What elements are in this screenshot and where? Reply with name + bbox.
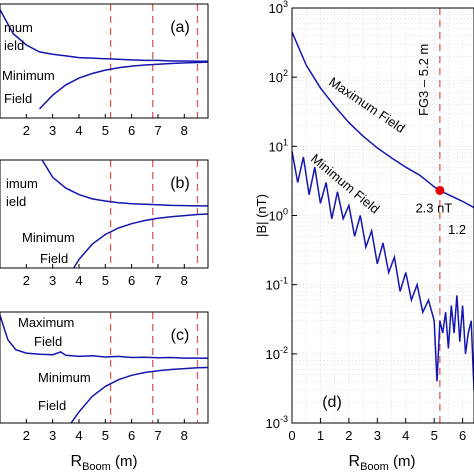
x-tick-label: 0 [288,428,295,443]
x-tick-label: 2 [23,273,30,288]
curve-annotation: Minimum [38,370,91,385]
plot-frame [0,311,209,424]
x-tick-label: 3 [49,273,56,288]
curve-annotation: Field [40,251,68,266]
curve-annotation: Minimum [2,68,55,83]
series-line [0,9,208,63]
series-line [38,61,208,110]
x-tick-label: 6 [128,123,135,138]
x-axis-label: RBoom (m) [349,453,416,473]
curve-annotation: Minimum [22,230,75,245]
plot-frame [0,3,209,119]
x-tick-label: 3 [49,428,56,443]
x-tick-label: 7 [154,428,161,443]
y-tick-label: 10-2 [266,345,288,362]
y-tick-label: 102 [269,68,288,85]
y-tick-label: 10-1 [266,276,288,293]
x-tick-label: 8 [181,273,188,288]
plot-area [0,315,208,423]
series-line [292,31,474,209]
x-tick-label: 1 [317,428,324,443]
curve-annotation: Field [34,334,62,349]
x-tick-label: 4 [75,273,82,288]
x-axis-label: RBoom (m) [71,453,138,473]
x-tick-label: 6 [128,428,135,443]
y-tick-label: 101 [269,137,288,154]
plot-area [41,160,208,268]
highlight-marker [435,185,445,195]
y-tick-label: 100 [269,207,288,224]
x-tick-label: 5 [102,123,109,138]
x-tick-label: 7 [154,273,161,288]
panel-a: 2 3 4 5 6 7 8 (a) mum ield Minimum Field [0,3,209,138]
x-tick-label: 5 [102,428,109,443]
marker-label: 2.3 nT [415,200,452,215]
x-tick-label: 3 [49,123,56,138]
curve-annotation: Maximum [18,315,74,330]
curve-annotation: imum [6,176,38,191]
panel-label: (d) [322,394,342,411]
x-tick-label: 4 [402,428,409,443]
x-tick-label: 2 [345,428,352,443]
x-tick-label: 2 [23,123,30,138]
y-tick-label: 103 [269,0,288,16]
panel-b: 2 3 4 5 6 7 8 (b) imum ield Minimum Field [0,159,209,288]
curve-annotation: 1.2 [448,222,466,237]
series-line [70,366,208,423]
plot-area [292,31,474,391]
y-axis-label: |B| (nT) [254,194,269,237]
y-tick-label: 10-3 [266,414,288,431]
plot-frame [0,159,209,269]
x-tick-label: 4 [75,428,82,443]
panel-c: 2 3 4 5 6 7 8 (c) Maximum Field Minimum Field RBoom … [0,311,209,473]
series-line [292,151,474,391]
x-tick-label: 5 [102,273,109,288]
series-line [41,160,208,207]
panel-label: (b) [170,175,190,192]
curve-annotation: Minimum Field [308,151,382,217]
curve-annotation: ield [6,194,26,209]
x-tick-label: 2 [23,428,30,443]
curve-annotation: ield [4,38,24,53]
x-tick-label: 6 [459,428,466,443]
series-line [73,213,208,268]
curve-annotation: Field [38,398,66,413]
x-tick-label: 8 [181,123,188,138]
x-tick-label: 6 [128,273,135,288]
panel-label: (c) [171,327,190,344]
panel-label: (a) [170,19,190,36]
curve-annotation: mum [4,20,33,35]
vline-label: FG3 – 5.2 m [416,44,431,116]
x-tick-label: 4 [75,123,82,138]
x-tick-label: 5 [431,428,438,443]
x-tick-label: 8 [181,428,188,443]
series-line [0,315,208,360]
plot-area [0,9,208,110]
curve-annotation: Field [4,91,32,106]
x-tick-label: 7 [154,123,161,138]
x-tick-label: 3 [374,428,381,443]
